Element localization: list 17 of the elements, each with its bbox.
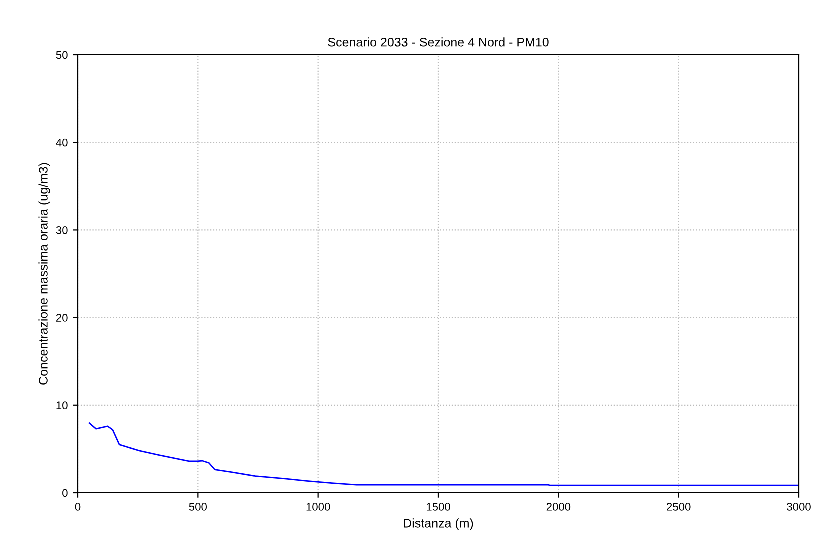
x-tick-label: 1000	[306, 503, 330, 511]
y-tick-label: 10	[56, 402, 68, 410]
x-tick-label: 500	[189, 503, 207, 511]
x-tick-label: 3000	[787, 503, 811, 511]
y-tick-label: 30	[56, 226, 68, 234]
x-tick-label: 2000	[546, 503, 571, 511]
x-axis-title: Distanza (m)	[404, 518, 474, 530]
x-tick-label: 0	[75, 503, 81, 511]
x-tick-label: 1500	[426, 503, 450, 511]
x-tick-label: 2500	[667, 503, 691, 511]
y-tick-label: 0	[62, 489, 68, 498]
y-axis-title: Concentrazione massima oraria (ug/m3)	[38, 163, 50, 385]
y-tick-label: 20	[56, 314, 68, 322]
line-series	[88, 422, 799, 486]
y-tick-label: 50	[56, 51, 68, 60]
y-tick-label: 40	[56, 138, 68, 147]
chart-title: Scenario 2033 - Sezione 4 Nord - PM10	[328, 38, 549, 47]
